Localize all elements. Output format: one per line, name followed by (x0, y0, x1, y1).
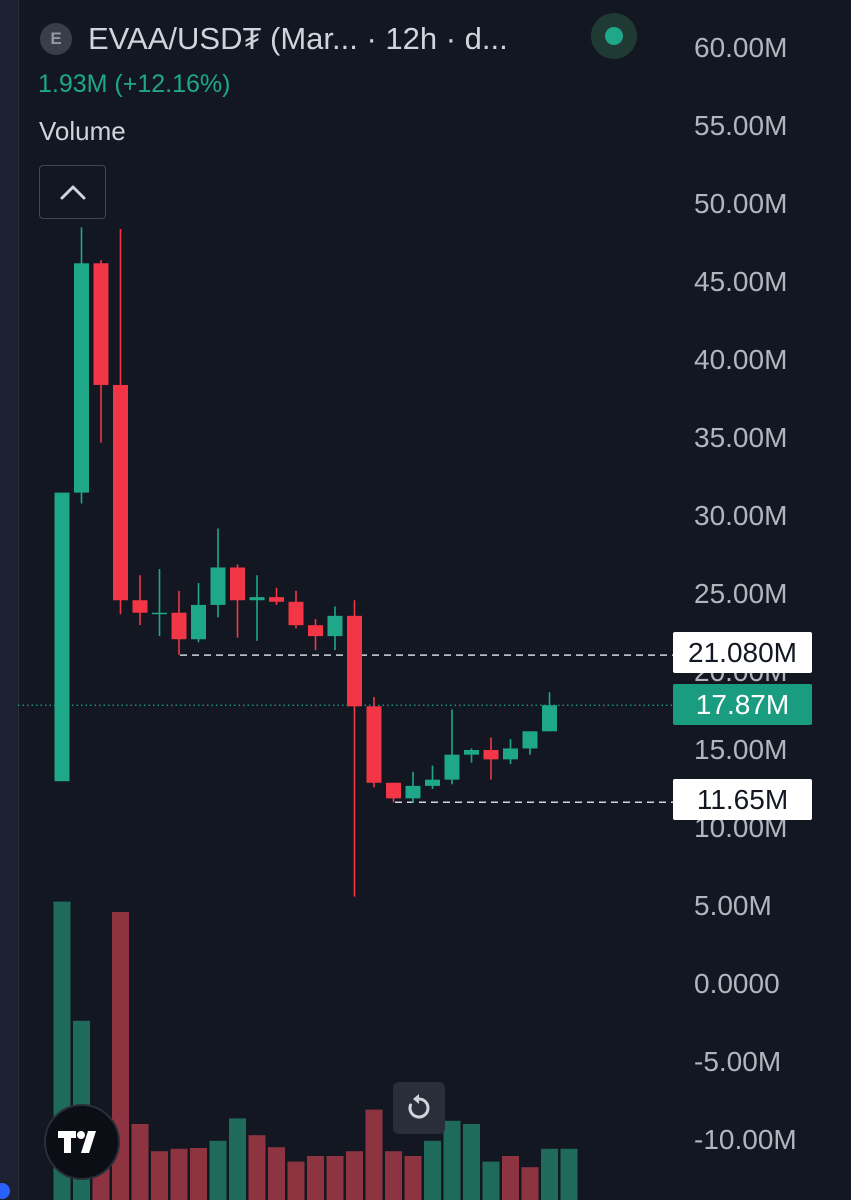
volume-bar (268, 1147, 285, 1200)
reset-icon (408, 1094, 430, 1119)
y-tick-label: 0.0000 (694, 968, 780, 999)
candle-body (347, 615, 362, 707)
volume-bar (365, 1109, 383, 1200)
candle-body (93, 263, 109, 385)
candle-body (308, 625, 323, 637)
volume-bar (209, 1140, 227, 1200)
low-price-label: 11.65M (673, 779, 812, 820)
candle-body (269, 597, 284, 602)
candle-body (210, 567, 226, 605)
candle-body (405, 785, 421, 799)
volume-bar (521, 1167, 539, 1200)
candle-body (249, 597, 265, 601)
market-status-indicator[interactable] (591, 13, 637, 59)
volume-bar (307, 1156, 324, 1200)
volume-bar (541, 1148, 558, 1200)
tradingview-logo[interactable] (44, 1104, 120, 1180)
volume-bar (463, 1124, 480, 1200)
volume-bar (385, 1151, 402, 1200)
volume-bar (346, 1151, 363, 1200)
candle-body (152, 612, 167, 615)
y-tick-label: 45.00M (694, 266, 788, 297)
collapse-button[interactable] (39, 165, 106, 219)
y-tick-label: 35.00M (694, 422, 788, 453)
y-tick-label: 25.00M (694, 578, 788, 609)
drawing-tool-dot[interactable] (0, 1183, 10, 1199)
volume-indicator-label[interactable]: Volume (39, 116, 126, 146)
volume-bar (560, 1148, 578, 1200)
left-toolbar-strip (0, 0, 19, 1200)
candle-body (503, 748, 518, 760)
chart-title[interactable]: EVAA/USD₮ (Mar... · 12h · d... (88, 21, 508, 56)
candle-body (386, 782, 401, 799)
high-price-label: 21.080M (673, 632, 812, 673)
candle-body (54, 492, 70, 782)
y-tick-label: 40.00M (694, 344, 788, 375)
y-tick-label: 15.00M (694, 734, 788, 765)
y-tick-label: 5.00M (694, 890, 772, 921)
volume-bar (287, 1161, 305, 1200)
volume-bar (424, 1140, 441, 1200)
candle-body (522, 731, 538, 749)
y-tick-label: 50.00M (694, 188, 788, 219)
volume-bar (443, 1120, 461, 1200)
price-change: 1.93M (+12.16%) (38, 70, 231, 98)
candle-body (464, 750, 479, 755)
symbol-badge[interactable]: E (40, 23, 72, 55)
volume-bar (404, 1156, 422, 1200)
y-tick-label: 30.00M (694, 500, 788, 531)
volume-bar (229, 1118, 246, 1200)
candle-body (132, 600, 148, 613)
volume-bar (248, 1135, 266, 1200)
y-tick-label: -10.00M (694, 1124, 797, 1155)
last-price-label: 17.87M (673, 684, 812, 725)
chevron-up-icon (60, 185, 85, 200)
y-tick-label: 55.00M (694, 110, 788, 141)
candle-body (542, 705, 557, 732)
candle-body (171, 612, 187, 640)
candle-body (230, 567, 245, 601)
candle-body (425, 779, 440, 786)
candle-body (327, 615, 343, 637)
tradingview-logo-icon (58, 1131, 96, 1153)
status-dot-icon (605, 27, 623, 45)
candle-body (366, 706, 382, 783)
volume-bar (190, 1148, 207, 1200)
candle-body (444, 754, 460, 780)
volume-bar (170, 1148, 188, 1200)
candle-body (74, 263, 89, 493)
volume-bar (326, 1156, 344, 1200)
candle-body (113, 384, 128, 601)
candle-body (483, 750, 499, 760)
y-tick-label: 60.00M (694, 32, 788, 63)
candle-body (288, 601, 304, 626)
volume-bar (151, 1151, 168, 1200)
volume-bar (131, 1124, 149, 1200)
volume-bar (482, 1161, 500, 1200)
reset-chart-button[interactable] (393, 1082, 445, 1134)
candle-body (191, 604, 206, 640)
volume-bar (502, 1156, 519, 1200)
y-tick-label: -5.00M (694, 1046, 782, 1077)
